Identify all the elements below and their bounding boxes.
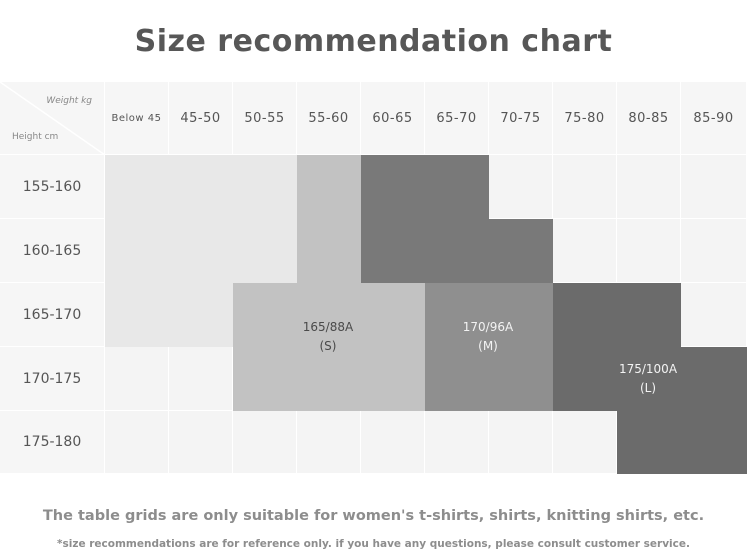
column-header: 70-75: [489, 82, 553, 155]
size-m-code: 170/96A: [462, 320, 514, 334]
grid-cell: [169, 347, 233, 411]
grid-cell: [553, 219, 617, 283]
grid-cell: [169, 411, 233, 474]
size-s-letter: (S): [319, 339, 337, 353]
column-header: 75-80: [553, 82, 617, 155]
size-l-label: 175/100A (L): [588, 360, 708, 398]
grid-cell: [105, 347, 169, 411]
grid-cell: [681, 219, 747, 283]
column-header: 50-55: [233, 82, 297, 155]
size-m-letter: (M): [478, 339, 498, 353]
grid-cell: [297, 411, 361, 474]
size-s-label: 165/88A (S): [268, 318, 388, 356]
grid-cell: [361, 411, 425, 474]
column-header: 65-70: [425, 82, 489, 155]
size-regions: [105, 155, 747, 474]
disclaimer-note: *size recommendations are for reference …: [57, 538, 690, 550]
grid-cell: [617, 155, 681, 219]
size-s-code: 165/88A: [302, 320, 354, 334]
column-header: 80-85: [617, 82, 681, 155]
size-m-label: 170/96A (M): [428, 318, 548, 356]
grid-cell: [553, 155, 617, 219]
size-region-s: [233, 155, 425, 411]
grid-cell: [233, 411, 297, 474]
chart-title: Size recommendation chart: [134, 23, 613, 59]
column-header: 60-65: [361, 82, 425, 155]
row-header: 160-165: [0, 219, 105, 283]
height-axis-label: Height cm: [12, 132, 59, 142]
column-header: 55-60: [297, 82, 361, 155]
column-header: 45-50: [169, 82, 233, 155]
size-l-code: 175/100A: [618, 362, 678, 376]
grid-cell: [681, 283, 747, 347]
grid-cell: [425, 411, 489, 474]
grid-cell: [489, 411, 553, 474]
column-header: 85-90: [681, 82, 747, 155]
corner-diagonal: [0, 82, 105, 155]
grid-cell: [681, 155, 747, 219]
row-header: 165-170: [0, 283, 105, 347]
grid-cell: [489, 155, 553, 219]
size-table: Weight kg Height cm Below 45 45-50 50-55…: [0, 82, 747, 474]
size-l-letter: (L): [639, 381, 657, 395]
column-header: Below 45: [105, 82, 169, 155]
size-region-l: [553, 283, 747, 474]
row-header: 155-160: [0, 155, 105, 219]
row-header: 170-175: [0, 347, 105, 411]
grid-cell: [617, 219, 681, 283]
suitability-note: The table grids are only suitable for wo…: [42, 508, 705, 524]
grid-cell: [553, 411, 617, 474]
size-region-faint: [105, 155, 297, 347]
row-header: 175-180: [0, 411, 105, 474]
grid-cell: [105, 411, 169, 474]
table-corner-header: Weight kg Height cm: [0, 82, 105, 155]
size-region-m-extra: [361, 155, 553, 283]
size-region-m: [425, 283, 553, 411]
weight-axis-label: Weight kg: [46, 96, 92, 106]
